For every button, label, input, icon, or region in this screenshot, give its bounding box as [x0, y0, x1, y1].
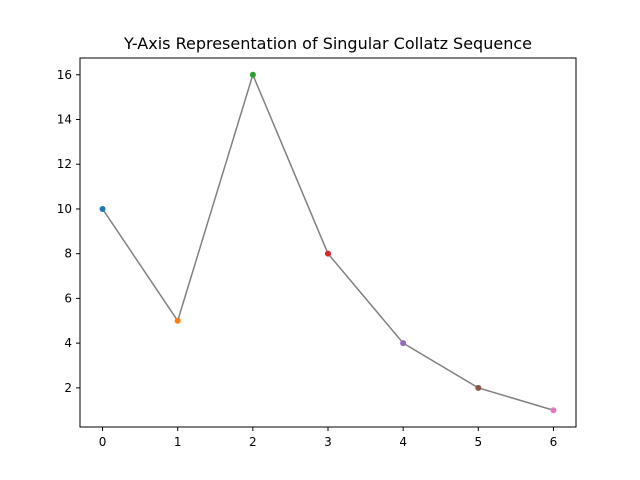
data-point: [550, 407, 557, 414]
x-tick-label: 3: [324, 435, 332, 449]
x-tick-label: 4: [399, 435, 407, 449]
data-point: [174, 317, 181, 324]
series-line: [101, 74, 554, 411]
data-point: [249, 71, 256, 78]
x-tick-label: 0: [99, 435, 107, 449]
y-tick-label: 14: [57, 113, 72, 127]
y-tick-label: 2: [64, 381, 72, 395]
x-tick-label: 1: [174, 435, 182, 449]
plot-area-frame: [79, 57, 577, 428]
y-axis-ticks: 2 4 6 8 10 12 14 16: [57, 68, 80, 395]
y-tick-label: 8: [64, 247, 72, 261]
data-point: [475, 384, 482, 391]
y-tick-label: 4: [64, 336, 72, 350]
series-lines: [101, 74, 554, 411]
y-tick-label: 16: [57, 68, 72, 82]
y-tick-label: 12: [57, 157, 72, 171]
series-points: [99, 71, 557, 414]
data-point: [400, 340, 407, 347]
chart-title: Y-Axis Representation of Singular Collat…: [123, 34, 532, 53]
data-point: [99, 205, 106, 212]
y-tick-label: 10: [57, 202, 72, 216]
x-tick-label: 2: [249, 435, 257, 449]
data-point: [325, 250, 331, 257]
x-axis-ticks: 0 1 2 3 4 5 6: [99, 427, 558, 449]
x-tick-label: 6: [550, 435, 558, 449]
x-tick-label: 5: [474, 435, 482, 449]
y-tick-label: 6: [64, 291, 72, 305]
